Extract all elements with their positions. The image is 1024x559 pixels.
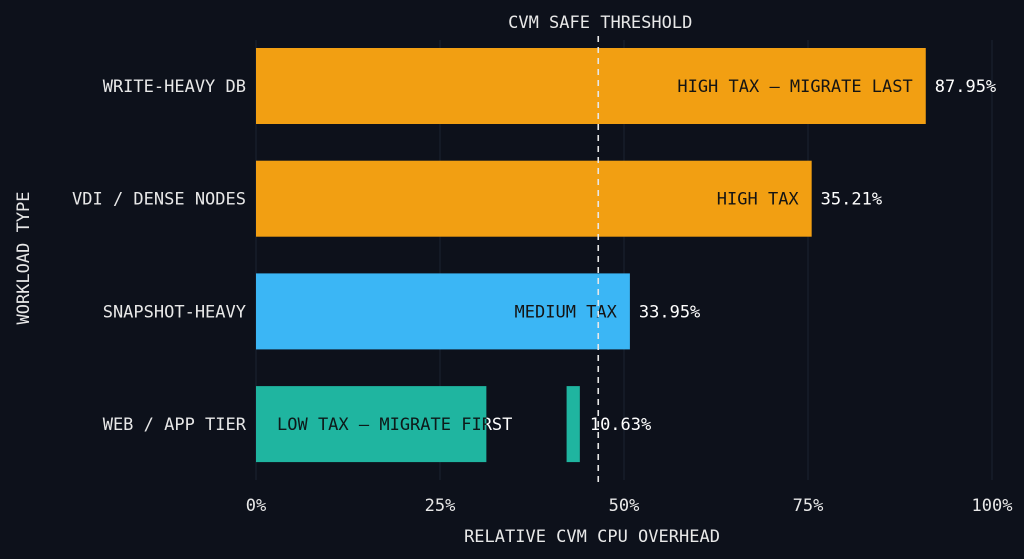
y-tick-label: SNAPSHOT-HEAVY — [103, 302, 246, 322]
y-axis-title: WORKLOAD TYPE — [14, 191, 34, 324]
y-tick-label: VDI / DENSE NODES — [72, 190, 246, 210]
data-label: 87.95% — [935, 77, 996, 97]
bar — [256, 273, 630, 350]
data-label: 35.21% — [821, 190, 882, 210]
x-tick-label: 75% — [793, 496, 824, 516]
data-label: 33.95% — [639, 302, 700, 322]
bar-label: HIGH TAX — [717, 190, 800, 210]
x-tick-label: 0% — [246, 496, 266, 516]
y-tick-label: WRITE-HEAVY DB — [103, 77, 246, 97]
x-axis-title: RELATIVE CVM CPU OVERHEAD — [464, 527, 720, 547]
x-tick-label: 50% — [609, 496, 640, 516]
bar-label: LOW TAX — MIGRATE FIRST — [277, 415, 512, 435]
x-tick-label: 25% — [425, 496, 456, 516]
bar-label: HIGH TAX — MIGRATE LAST — [677, 77, 912, 97]
bar-label: MEDIUM TAX — [515, 302, 618, 322]
bar — [256, 160, 812, 237]
bar-segment — [566, 386, 580, 463]
data-label: 10.63% — [590, 415, 651, 435]
threshold-label: CVM SAFE THRESHOLD — [508, 13, 692, 33]
y-tick-label: WEB / APP TIER — [103, 415, 247, 435]
bar — [256, 48, 926, 124]
bar — [256, 386, 487, 463]
x-tick-label: 100% — [972, 496, 1013, 516]
